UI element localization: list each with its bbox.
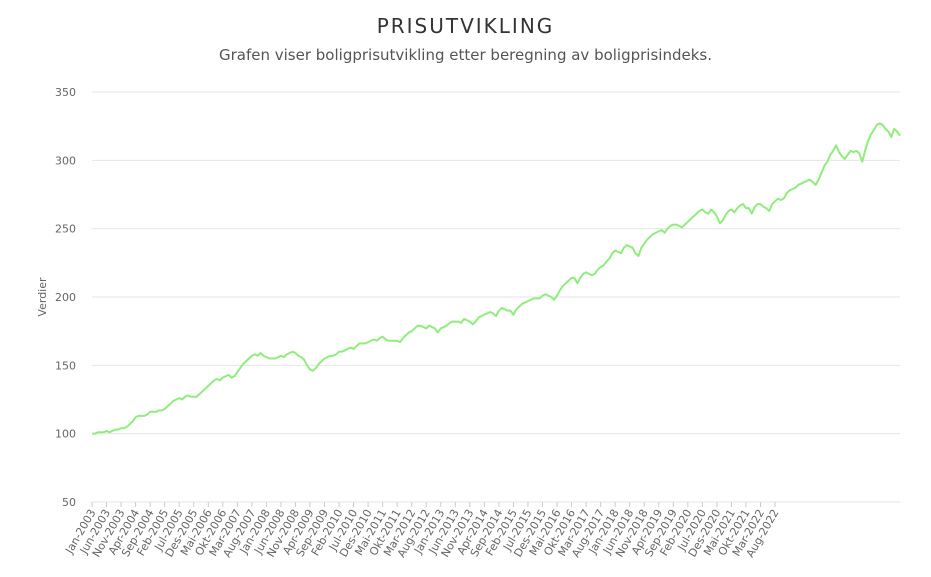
y-tick-label: 150	[55, 359, 76, 372]
x-axis-ticks: Jan-2003Jun-2003Nov-2003Apr-2004Sep-2004…	[62, 502, 782, 560]
y-tick-label: 200	[55, 291, 76, 304]
y-tick-label: 300	[55, 154, 76, 167]
series-line	[92, 122, 901, 435]
y-tick-label: 350	[55, 86, 76, 99]
chart-title: PRISUTVIKLING	[376, 14, 555, 38]
y-axis-label: Verdier	[36, 277, 49, 317]
y-tick-label: 100	[55, 428, 76, 441]
y-tick-label: 50	[62, 496, 76, 509]
chart-subtitle: Grafen viser boligprisutvikling etter be…	[219, 46, 712, 64]
y-tick-label: 250	[55, 223, 76, 236]
grid-lines	[92, 91, 900, 503]
y-axis-ticks: 50 100 150 200 250 300 350	[55, 86, 76, 509]
